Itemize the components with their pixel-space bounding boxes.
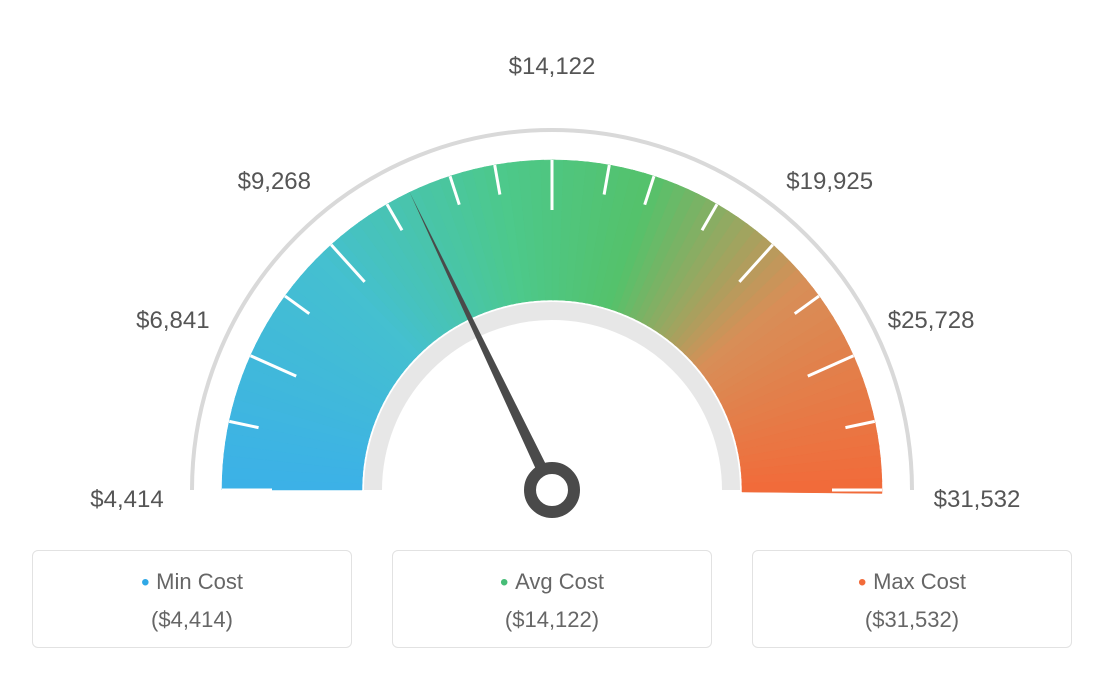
- legend-max-label: Max Cost: [763, 569, 1061, 597]
- legend-card-min: Min Cost ($4,414): [32, 550, 352, 648]
- gauge-chart: $4,414 $6,841 $9,268 $14,122 $19,925 $25,728 $…: [22, 10, 1082, 540]
- gauge-tick-label: $9,268: [238, 168, 311, 196]
- gauge-svg: [22, 10, 1082, 540]
- gauge-tick-label: $19,925: [786, 168, 873, 196]
- legend-card-avg: Avg Cost ($14,122): [392, 550, 712, 648]
- legend-avg-value: ($14,122): [403, 607, 701, 633]
- gauge-tick-label: $14,122: [509, 53, 596, 81]
- legend-card-max: Max Cost ($31,532): [752, 550, 1072, 648]
- gauge-tick-label: $31,532: [934, 486, 1021, 514]
- gauge-tick-label: $4,414: [90, 486, 163, 514]
- legend-avg-label: Avg Cost: [403, 569, 701, 597]
- gauge-tick-label: $6,841: [136, 307, 209, 335]
- gauge-needle-hub: [530, 468, 574, 512]
- legend-min-value: ($4,414): [43, 607, 341, 633]
- legend-min-label: Min Cost: [43, 569, 341, 597]
- legend-row: Min Cost ($4,414) Avg Cost ($14,122) Max…: [32, 550, 1072, 648]
- legend-max-value: ($31,532): [763, 607, 1061, 633]
- gauge-tick-label: $25,728: [888, 307, 975, 335]
